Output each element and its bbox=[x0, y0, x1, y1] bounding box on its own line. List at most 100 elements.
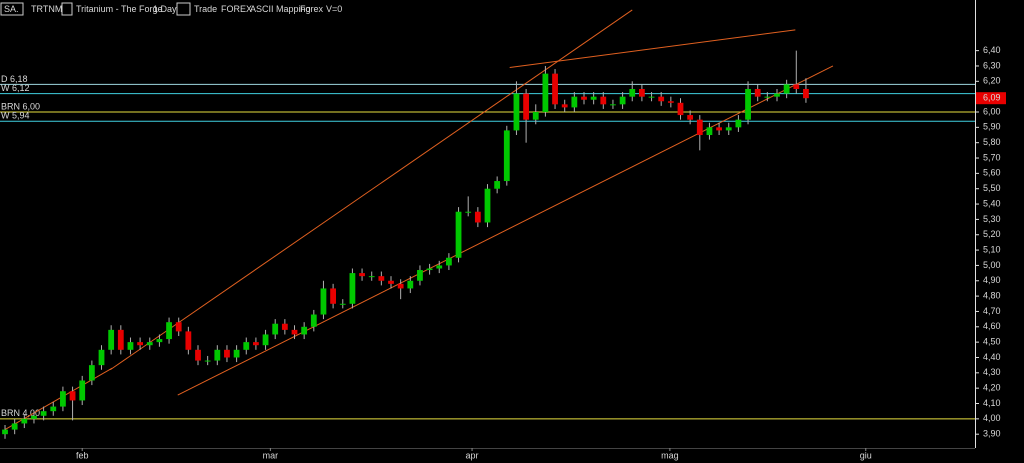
y-tick-label: 4,00 bbox=[983, 413, 1001, 423]
candle-body bbox=[397, 283, 404, 289]
toolbar-text: Trade bbox=[194, 4, 217, 14]
candle-body bbox=[629, 88, 636, 97]
symbol-box[interactable] bbox=[0, 2, 24, 16]
candle-body bbox=[532, 112, 539, 120]
candle-body bbox=[648, 96, 655, 98]
candle-body bbox=[224, 349, 230, 358]
candle-body bbox=[610, 104, 616, 106]
level-label: BRN 6,00 bbox=[1, 101, 40, 111]
candle-body bbox=[590, 96, 597, 100]
candle-body bbox=[291, 329, 298, 335]
candle-body bbox=[474, 211, 481, 223]
y-tick-label: 6,40 bbox=[983, 45, 1001, 55]
candle-body bbox=[21, 418, 28, 424]
icon-button[interactable] bbox=[61, 2, 73, 16]
candle-body bbox=[436, 265, 443, 269]
candle-body bbox=[195, 349, 201, 361]
y-tick-label: 4,70 bbox=[983, 306, 1001, 316]
candle-body bbox=[330, 288, 337, 304]
level-label: W 5,94 bbox=[1, 111, 30, 121]
candle-body bbox=[88, 365, 95, 381]
candle-body bbox=[754, 88, 761, 97]
x-tick-label: giu bbox=[860, 450, 872, 460]
y-tick-label: 6,20 bbox=[983, 76, 1001, 86]
candle-body bbox=[137, 342, 144, 346]
toolbar-text: Tritanium - The Forge bbox=[76, 4, 163, 14]
candle-body bbox=[677, 102, 684, 116]
candle-body bbox=[50, 406, 57, 412]
y-tick-label: 5,50 bbox=[983, 183, 1001, 193]
y-tick-label: 5,30 bbox=[983, 214, 1001, 224]
candle-body bbox=[108, 329, 115, 350]
candle-body bbox=[368, 276, 375, 278]
candle-body bbox=[40, 411, 47, 416]
candle-body bbox=[60, 391, 66, 407]
candle-body bbox=[156, 339, 163, 343]
candle-body bbox=[310, 314, 317, 327]
candle-body bbox=[619, 96, 626, 105]
candle-body bbox=[349, 273, 356, 304]
candle-body bbox=[494, 181, 501, 189]
candle-body bbox=[774, 93, 780, 97]
candle-body bbox=[446, 257, 452, 266]
candle-body bbox=[735, 119, 742, 128]
candle-body bbox=[127, 342, 134, 350]
y-tick-label: 5,90 bbox=[983, 122, 1001, 132]
y-tick-label: 4,10 bbox=[983, 398, 1001, 408]
toolbar-text: V=0 bbox=[326, 4, 342, 14]
y-tick-label: 6,30 bbox=[983, 60, 1001, 70]
candle-body bbox=[600, 96, 607, 105]
candle-body bbox=[262, 334, 269, 346]
toolbar: SA. TRTNM Tritanium - The Forge 1 Day Tr… bbox=[0, 2, 342, 16]
candle-body bbox=[11, 423, 18, 430]
toolbar-text: ASCII Mapping bbox=[250, 4, 311, 14]
toolbar-text: TRTNM bbox=[31, 4, 62, 14]
candle-body bbox=[513, 93, 520, 131]
candle-body bbox=[166, 322, 172, 340]
y-tick-label: 5,20 bbox=[983, 229, 1001, 239]
y-tick-label: 4,80 bbox=[983, 290, 1001, 300]
candle-body bbox=[301, 326, 308, 335]
y-tick-label: 5,60 bbox=[983, 168, 1001, 178]
candle-body bbox=[638, 88, 645, 97]
candle-body bbox=[523, 93, 529, 120]
candle-body bbox=[552, 73, 558, 105]
y-tick-label: 4,60 bbox=[983, 321, 1001, 331]
trend-line bbox=[509, 29, 796, 69]
toolbar-text: FOREX bbox=[221, 4, 252, 14]
y-tick-label: 5,70 bbox=[983, 152, 1001, 162]
candle-body bbox=[204, 360, 211, 362]
candle-body bbox=[98, 349, 105, 366]
candle-body bbox=[214, 349, 221, 361]
x-tick-label: mar bbox=[263, 450, 279, 460]
y-tick-label: 4,20 bbox=[983, 383, 1001, 393]
candle-body bbox=[175, 322, 182, 332]
candle-body bbox=[503, 130, 510, 182]
candle-body bbox=[146, 342, 153, 346]
y-tick-label: 5,80 bbox=[983, 137, 1001, 147]
y-tick-label: 4,40 bbox=[983, 352, 1001, 362]
y-tick-label: 4,30 bbox=[983, 367, 1001, 377]
x-tick-label: apr bbox=[466, 450, 479, 460]
candle-body bbox=[407, 280, 414, 289]
candle-body bbox=[69, 391, 76, 401]
candle-body bbox=[272, 323, 279, 335]
candle-body bbox=[542, 73, 549, 112]
y-tick-label: 4,50 bbox=[983, 337, 1001, 347]
candle-body bbox=[745, 88, 751, 120]
candle-body bbox=[417, 270, 423, 281]
candle-body bbox=[233, 349, 240, 358]
candle-body bbox=[426, 268, 433, 271]
candle-body bbox=[484, 188, 491, 223]
candle-body bbox=[696, 119, 703, 136]
y-tick-label: 5,40 bbox=[983, 198, 1001, 208]
candle-body bbox=[359, 273, 365, 277]
toolbar-text: SA. bbox=[4, 4, 19, 14]
icon-button[interactable] bbox=[176, 2, 191, 16]
last-price-box bbox=[976, 92, 1006, 105]
candle-body bbox=[281, 323, 288, 330]
candle-body bbox=[667, 101, 674, 103]
last-price-label: 6,09 bbox=[983, 93, 1001, 103]
